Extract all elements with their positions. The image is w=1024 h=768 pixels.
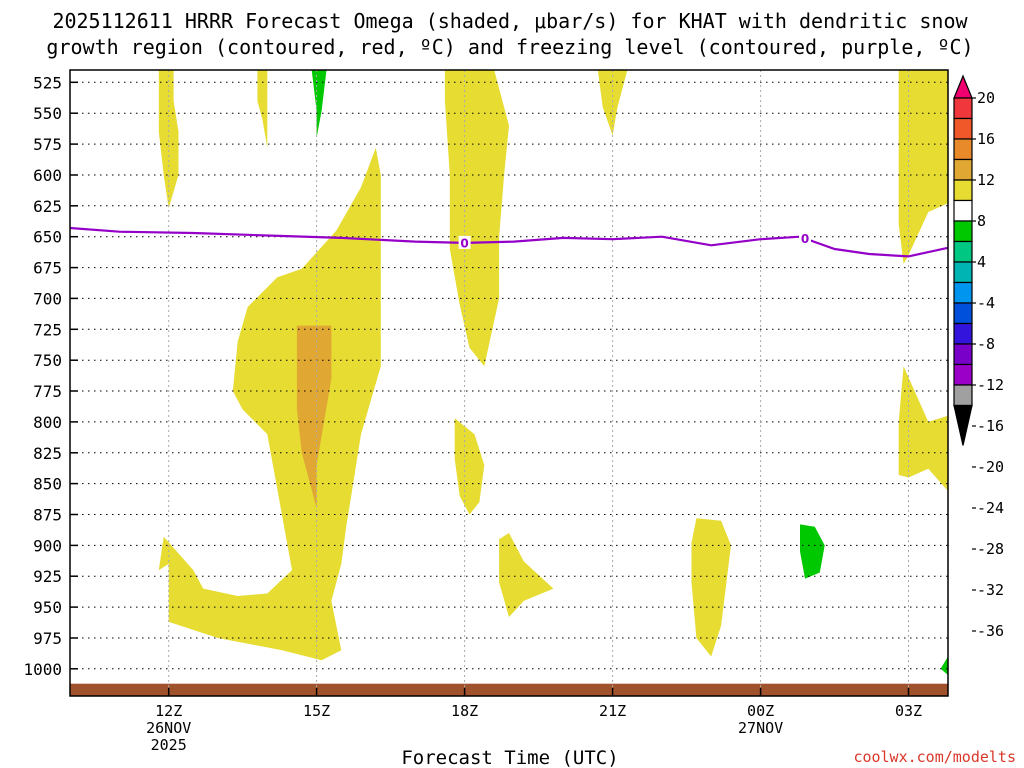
y-tick-label-875: 875 bbox=[33, 506, 62, 525]
colorbar-bin-11 bbox=[953, 302, 973, 325]
colorbar-bin-6 bbox=[953, 199, 973, 222]
x-axis-label: Forecast Time (UTC) bbox=[401, 747, 618, 768]
y-tick-label-775: 775 bbox=[33, 382, 62, 401]
colorbar-label-8: -12 bbox=[977, 376, 1004, 394]
freezing-label-bg-2 bbox=[799, 231, 811, 245]
terrain-band bbox=[70, 683, 948, 696]
y-tick-label-975: 975 bbox=[33, 629, 62, 648]
omega-region-7 bbox=[158, 147, 381, 661]
colorbar-bin-15 bbox=[953, 384, 973, 407]
x-tick-label-12Z-3: 2025 bbox=[151, 736, 187, 754]
terrain-fill bbox=[70, 683, 948, 696]
y-tick-label-600: 600 bbox=[33, 166, 62, 185]
freezing-label-bg-1 bbox=[458, 235, 471, 249]
x-tick-label-00Z-2: 27NOV bbox=[738, 719, 783, 737]
colorbar-label-7: -8 bbox=[977, 335, 995, 353]
x-tick-label-18Z-1: 18Z bbox=[451, 702, 478, 720]
y-tick-label-550: 550 bbox=[33, 104, 62, 123]
colorbar-bin-4 bbox=[953, 158, 973, 181]
y-tick-label-650: 650 bbox=[33, 228, 62, 247]
colorbar-bin-2 bbox=[953, 117, 973, 140]
colorbar-label-10: -20 bbox=[977, 458, 1004, 476]
x-tick-label-12Z-1: 12Z bbox=[155, 702, 182, 720]
colorbar-bin-14 bbox=[953, 363, 973, 386]
omega-region-10 bbox=[499, 533, 554, 617]
colorbar-label-13: -32 bbox=[977, 581, 1004, 599]
omega-region-11 bbox=[691, 518, 731, 657]
omega-region-1 bbox=[158, 70, 179, 209]
y-tick-label-700: 700 bbox=[33, 289, 62, 308]
colorbar-label-1: 20 bbox=[977, 89, 995, 107]
colorbar-bin-10 bbox=[953, 281, 973, 304]
y-tick-label-925: 925 bbox=[33, 567, 62, 586]
freezing-level-label-1: 0 bbox=[460, 236, 468, 250]
omega-region-9 bbox=[454, 418, 485, 515]
pressure-axis: 525 550 575 600 625 650 675 700 725 750 775 800 825 8… bbox=[23, 73, 78, 679]
x-tick-label-21Z-1: 21Z bbox=[599, 702, 626, 720]
colorbar-bin-12 bbox=[953, 322, 973, 345]
y-tick-label-725: 725 bbox=[33, 320, 62, 339]
omega-region-12 bbox=[800, 524, 825, 579]
y-tick-label-625: 625 bbox=[33, 197, 62, 216]
colorbar-bin-7 bbox=[953, 220, 973, 243]
x-tick-label-15Z-1: 15Z bbox=[303, 702, 330, 720]
colorbar-label-14: -36 bbox=[977, 622, 1004, 640]
grid-lines bbox=[70, 70, 948, 696]
y-tick-label-800: 800 bbox=[33, 413, 62, 432]
colorbar-bin-13 bbox=[953, 343, 973, 366]
colorbar-label-5: 4 bbox=[977, 253, 986, 271]
colorbar: 20 16 12 8 4 -4 -8 -12 -16 -20 -24 -28 -32 -36 bbox=[953, 74, 1004, 640]
omega-region-6 bbox=[898, 70, 948, 264]
omega-region-8 bbox=[296, 325, 332, 509]
colorbar-bin-5 bbox=[953, 179, 973, 202]
colorbar-bin-9 bbox=[953, 261, 973, 284]
y-tick-label-1000: 1000 bbox=[23, 660, 62, 679]
colorbar-bottom-arrow bbox=[953, 404, 973, 446]
chart-title-line-1: 2025112611 HRRR Forecast Omega (shaded, … bbox=[52, 9, 968, 33]
colorbar-label-3: 12 bbox=[977, 171, 995, 189]
y-tick-label-575: 575 bbox=[33, 135, 62, 154]
colorbar-label-12: -28 bbox=[977, 540, 1004, 558]
y-tick-label-900: 900 bbox=[33, 536, 62, 555]
chart-title-line-2: growth region (contoured, red, ºC) and f… bbox=[46, 35, 973, 59]
plot-frame bbox=[69, 69, 949, 697]
x-tick-label-12Z-2: 26NOV bbox=[146, 719, 191, 737]
y-tick-label-825: 825 bbox=[33, 444, 62, 463]
omega-shading bbox=[158, 70, 948, 675]
colorbar-label-9: -16 bbox=[977, 417, 1004, 435]
freezing-level-label-2: 0 bbox=[801, 232, 809, 246]
omega-region-3 bbox=[311, 70, 327, 138]
colorbar-label-4: 8 bbox=[977, 212, 986, 230]
y-tick-label-850: 850 bbox=[33, 475, 62, 494]
omega-region-4 bbox=[444, 70, 509, 367]
omega-region-13 bbox=[898, 366, 948, 491]
omega-region-2 bbox=[257, 70, 268, 148]
colorbar-top-arrow bbox=[953, 74, 973, 99]
colorbar-bin-8 bbox=[953, 240, 973, 263]
y-tick-label-950: 950 bbox=[33, 598, 62, 617]
colorbar-label-6: -4 bbox=[977, 294, 995, 312]
x-tick-label-03Z-1: 03Z bbox=[895, 702, 922, 720]
y-tick-label-525: 525 bbox=[33, 73, 62, 92]
y-tick-label-675: 675 bbox=[33, 259, 62, 278]
credit-text: coolwx.com/modelts bbox=[853, 748, 1016, 766]
freezing-level-line bbox=[69, 226, 949, 258]
colorbar-label-2: 16 bbox=[977, 130, 995, 148]
omega-region-14 bbox=[940, 656, 948, 675]
colorbar-bin-3 bbox=[953, 138, 973, 161]
x-tick-label-00Z-1: 00Z bbox=[747, 702, 774, 720]
y-tick-label-750: 750 bbox=[33, 351, 62, 370]
omega-region-5 bbox=[597, 70, 628, 136]
colorbar-bin-1 bbox=[953, 97, 973, 120]
colorbar-label-11: -24 bbox=[977, 499, 1004, 517]
